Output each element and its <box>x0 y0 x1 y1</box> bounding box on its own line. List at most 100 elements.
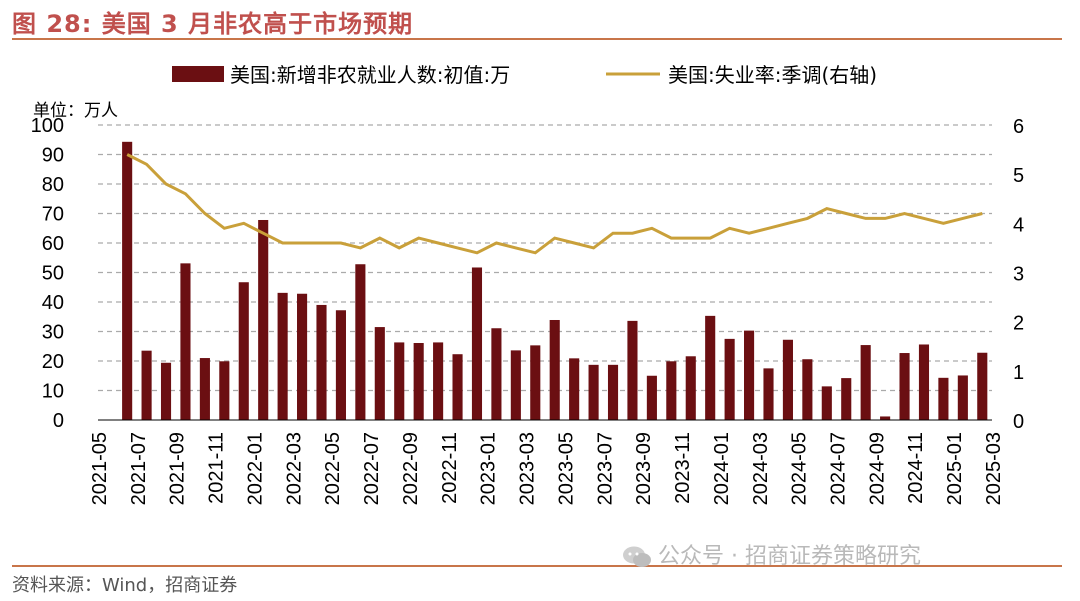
bar <box>860 345 871 420</box>
bar <box>549 319 560 420</box>
title-rule <box>12 38 1062 40</box>
bar <box>530 345 541 420</box>
bar <box>880 416 891 420</box>
bar <box>627 320 638 420</box>
unemployment-line <box>126 153 983 255</box>
right-tick-label: 2 <box>1013 313 1024 335</box>
legend: 美国:新增非农就业人数:初值:万 美国:失业率:季调(右轴) <box>172 63 877 87</box>
legend-line-label: 美国:失业率:季调(右轴) <box>668 63 877 87</box>
bar <box>394 342 405 420</box>
bar <box>238 282 249 420</box>
left-tick-label: 60 <box>42 233 64 255</box>
x-tick-label: 2024-03 <box>750 432 772 505</box>
x-tick-label: 2023-11 <box>672 432 694 504</box>
x-tick-label: 2025-01 <box>944 432 966 505</box>
x-tick-label: 2024-11 <box>905 432 927 504</box>
bar <box>588 364 599 420</box>
x-tick-label: 2024-01 <box>711 432 733 505</box>
bar <box>141 350 152 420</box>
right-tick-label: 4 <box>1013 214 1024 236</box>
left-tick-label: 100 <box>31 115 64 137</box>
watermark-text: 公众号 · 招商证券策略研究 <box>658 544 921 569</box>
x-tick-label: 2021-11 <box>206 432 228 504</box>
bar <box>821 386 832 420</box>
left-tick-label: 40 <box>42 292 64 314</box>
left-tick-label: 50 <box>42 263 64 285</box>
bar <box>841 378 852 420</box>
bar <box>899 353 910 420</box>
watermark: 公众号 · 招商证券策略研究 <box>622 538 921 570</box>
footer-rule <box>12 565 1062 567</box>
bar <box>782 339 793 420</box>
x-tick-label: 2023-01 <box>478 432 500 505</box>
bar <box>646 375 657 420</box>
bar <box>471 267 483 420</box>
x-axis-ticks: 2021-05 2021-07 2021-09 2021-11 2022-01 2022-… <box>89 432 1005 505</box>
left-tick-label: 20 <box>42 351 64 373</box>
x-tick-label: 2023-07 <box>594 432 616 505</box>
gridlines <box>98 124 992 392</box>
x-tick-label: 2021-09 <box>167 432 189 505</box>
left-tick-label: 30 <box>42 322 64 344</box>
bar <box>607 364 619 420</box>
x-tick-label: 2023-03 <box>517 432 539 505</box>
bar <box>452 354 463 420</box>
x-tick-label: 2024-07 <box>828 432 850 505</box>
x-tick-label: 2024-09 <box>866 432 888 505</box>
bar <box>374 327 385 420</box>
x-tick-label: 2022-01 <box>244 432 266 505</box>
x-tick-label: 2022-09 <box>400 432 422 505</box>
figure-title: 图 28: 美国 3 月非农高于市场预期 <box>12 10 414 38</box>
bar <box>977 352 988 420</box>
legend-bar-label: 美国:新增非农就业人数:初值:万 <box>230 63 510 87</box>
bar <box>569 358 580 420</box>
bar <box>258 219 269 420</box>
bar <box>433 342 444 420</box>
x-tick-label: 2022-03 <box>283 432 305 505</box>
bar <box>355 264 366 420</box>
bar <box>938 377 949 420</box>
x-tick-label: 2023-05 <box>555 432 577 505</box>
x-tick-label: 2021-05 <box>89 432 111 505</box>
bar <box>277 292 288 420</box>
bar <box>219 361 230 420</box>
bar <box>744 330 755 420</box>
wechat-icon <box>623 546 651 567</box>
left-tick-label: 70 <box>42 204 64 226</box>
source-note: 资料来源：Wind，招商证券 <box>12 575 238 596</box>
left-tick-label: 0 <box>53 410 64 432</box>
x-tick-label: 2022-11 <box>439 432 461 504</box>
right-tick-label: 0 <box>1013 411 1024 433</box>
bar <box>705 315 716 420</box>
bar <box>510 350 521 420</box>
bar-series <box>122 141 988 420</box>
bar <box>666 361 677 420</box>
x-tick-label: 2022-07 <box>361 432 383 505</box>
legend-bar-swatch <box>172 66 224 82</box>
bar <box>335 310 346 420</box>
x-tick-label: 2024-05 <box>789 432 811 505</box>
left-axis-ticks: 0 10 20 30 40 50 60 70 80 90 100 <box>31 115 64 432</box>
left-tick-label: 90 <box>42 145 64 167</box>
right-tick-label: 5 <box>1013 165 1024 187</box>
left-tick-label: 10 <box>42 381 64 403</box>
bar <box>160 362 172 420</box>
bar <box>413 343 424 420</box>
bar <box>918 344 930 420</box>
bar <box>957 375 968 420</box>
bar <box>763 368 774 420</box>
bar <box>297 293 308 420</box>
bar <box>685 356 696 420</box>
unit-label: 单位：万人 <box>33 101 118 121</box>
bar <box>122 141 133 420</box>
right-tick-label: 3 <box>1013 264 1024 286</box>
left-tick-label: 80 <box>42 174 64 196</box>
right-tick-label: 1 <box>1013 362 1024 384</box>
bar <box>199 358 210 420</box>
x-tick-label: 2021-07 <box>128 432 150 505</box>
bar <box>316 304 327 420</box>
bar <box>180 263 191 420</box>
right-tick-label: 6 <box>1013 116 1024 138</box>
x-tick-label: 2025-03 <box>983 432 1005 505</box>
